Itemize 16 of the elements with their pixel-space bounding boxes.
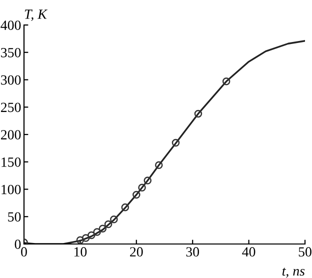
y-tick-label: 100 (2, 184, 21, 194)
y-tick-label: 250 (1, 102, 21, 112)
x-tick-label: 40 (242, 247, 256, 257)
y-tick-label: 400 (0, 20, 21, 30)
y-axis-title: T, K (24, 10, 48, 21)
y-tick-label: 350 (1, 48, 21, 58)
x-tick-label: 20 (130, 247, 143, 257)
y-tick-label: 50 (8, 212, 21, 222)
x-tick-label: 10 (74, 247, 87, 257)
x-tick-label: 30 (186, 247, 200, 257)
y-tick-label: 200 (1, 130, 21, 140)
x-axis-title: t, ns (282, 268, 305, 278)
x-tick-label: 50 (298, 247, 312, 257)
y-tick-label: 0 (14, 240, 21, 249)
y-tick-label: 300 (1, 75, 21, 85)
y-tick-label: 150 (2, 157, 21, 167)
